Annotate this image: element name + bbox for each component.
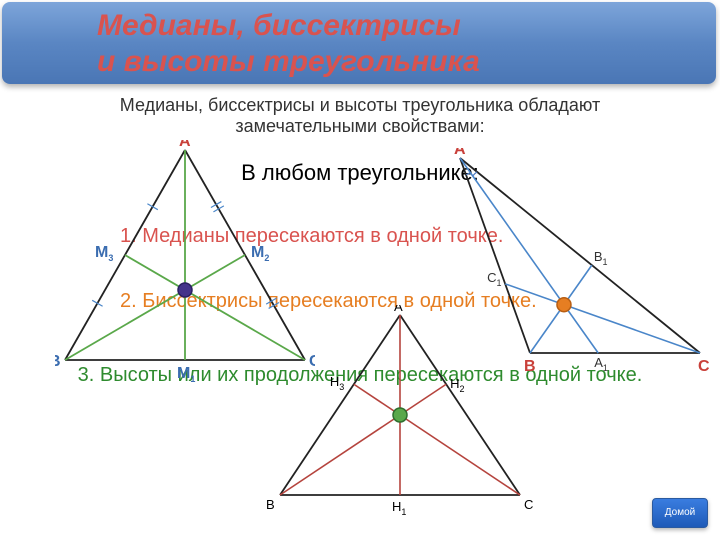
title-text: Медианы, биссектрисы и высоты треугольни… <box>97 8 480 80</box>
svg-text:H2: H2 <box>450 376 464 394</box>
svg-text:C: C <box>698 358 710 375</box>
altitudes-triangle: A B C H1 H2 H3 <box>260 305 550 525</box>
svg-text:A: A <box>454 148 466 158</box>
title-banner: Медианы, биссектрисы и высоты треугольни… <box>2 2 716 84</box>
title-line1: Медианы, биссектрисы <box>97 9 461 42</box>
svg-text:B: B <box>55 353 61 370</box>
svg-text:A1: A1 <box>594 355 608 373</box>
svg-text:H3: H3 <box>330 374 344 392</box>
svg-text:B1: B1 <box>594 249 608 267</box>
home-button[interactable]: Домой <box>652 498 708 528</box>
svg-text:C1: C1 <box>487 270 501 288</box>
svg-text:A: A <box>394 305 403 314</box>
svg-text:A: A <box>179 140 191 150</box>
svg-text:M1: M1 <box>177 365 195 384</box>
svg-text:M2: M2 <box>251 244 269 263</box>
svg-text:H1: H1 <box>392 499 406 517</box>
svg-text:B: B <box>266 497 275 512</box>
title-line2: и высоты треугольника <box>97 45 480 78</box>
svg-text:C: C <box>524 497 533 512</box>
svg-text:M3: M3 <box>95 244 113 263</box>
home-button-label: Домой <box>665 507 695 518</box>
subtitle: Медианы, биссектрисы и высоты треугольни… <box>60 95 660 137</box>
